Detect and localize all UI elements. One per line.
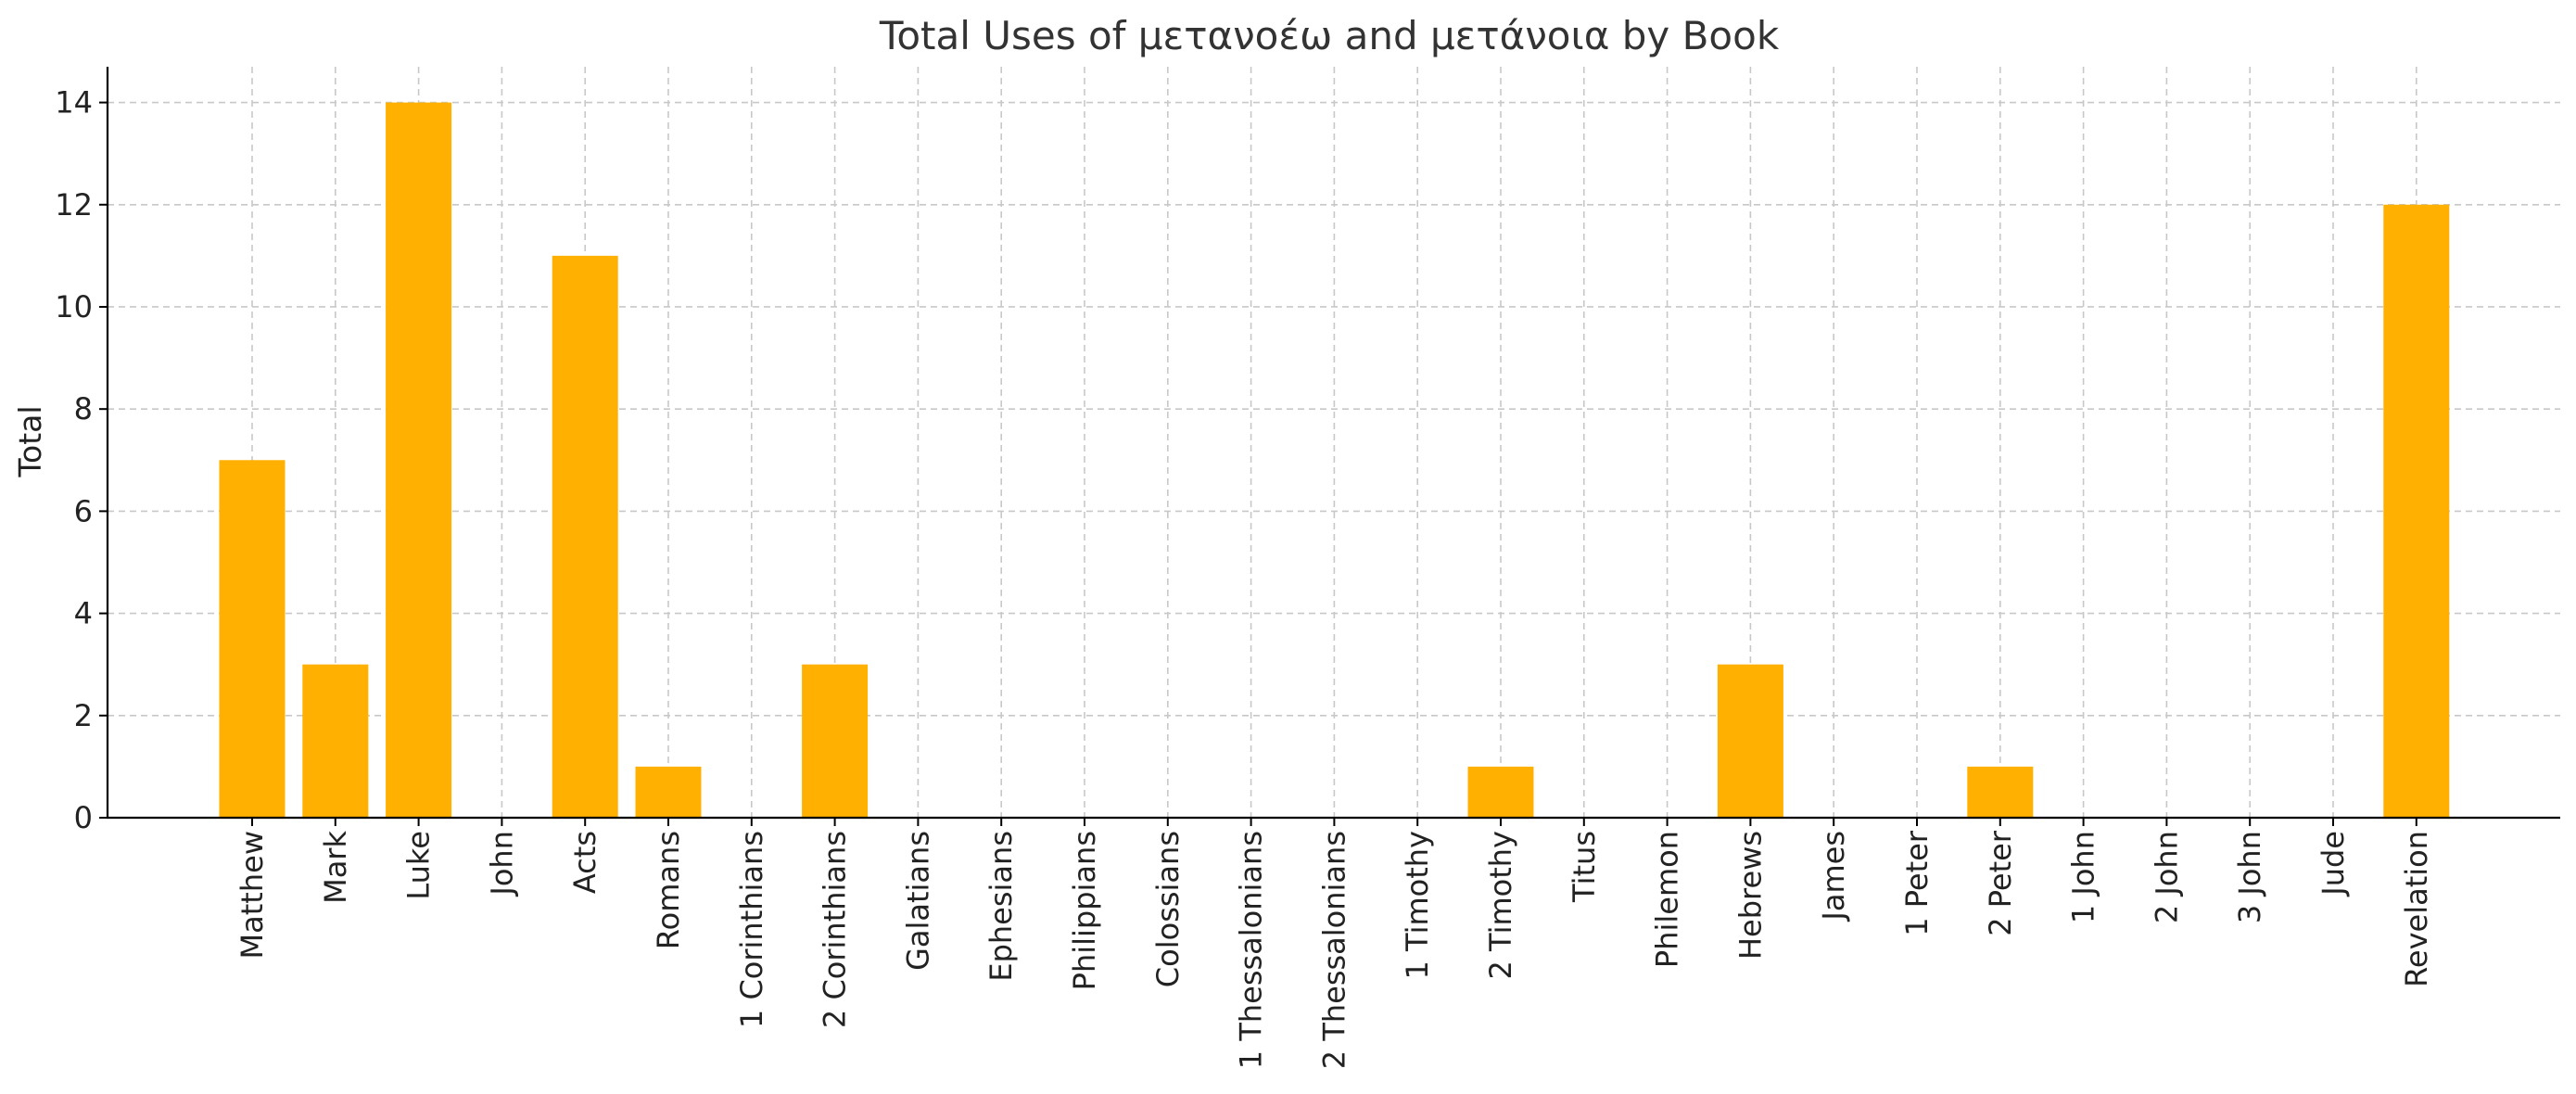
y-tick-label: 14 [55, 85, 93, 121]
x-tick-label: Mark [318, 831, 353, 904]
grid-lines [108, 67, 2560, 818]
y-tick-label: 0 [74, 800, 93, 835]
bar-2-timothy [1467, 766, 1534, 818]
bar-luke [386, 102, 452, 819]
y-axis-label: Total [12, 405, 48, 477]
x-tick-label: Philemon [1650, 831, 1685, 968]
y-tick-label: 12 [55, 187, 93, 223]
x-tick-label: 1 Corinthians [734, 831, 769, 1028]
x-tick-label: 2 John [2149, 831, 2184, 923]
bars [219, 102, 2450, 819]
x-tick-label: 1 Thessalonians [1234, 831, 1269, 1069]
bar-hebrews [1717, 664, 1783, 818]
x-tick-label: Philippians [1067, 831, 1102, 990]
x-tick-label: Revelation [2399, 831, 2434, 987]
x-tick-label: Jude [2316, 831, 2351, 897]
axes [106, 67, 2560, 820]
x-tick-label: 1 Peter [1899, 830, 1935, 936]
x-ticks: Matthew Mark Luke John Acts Romans 1 Corinthia… [235, 818, 2434, 1069]
x-tick-label: Galatians [900, 831, 935, 971]
y-tick-label: 4 [74, 596, 93, 631]
x-tick-label: 2 Timothy [1483, 831, 1518, 980]
y-tick-label: 6 [74, 493, 93, 528]
x-tick-label: Romans [651, 831, 686, 949]
x-tick-label: Ephesians [983, 831, 1019, 982]
x-tick-label: Titus [1567, 831, 1602, 903]
bar-acts [552, 255, 618, 818]
x-tick-label: Acts [567, 831, 603, 894]
x-tick-label: 2 Thessalonians [1316, 831, 1351, 1069]
x-tick-label: 3 John [2232, 831, 2267, 923]
y-ticks: 0 2 4 6 8 10 12 14 [55, 85, 108, 835]
x-tick-label: 2 Peter [1983, 830, 2018, 936]
bar-matthew [219, 460, 286, 818]
y-tick-label: 8 [74, 391, 93, 426]
bar-romans [635, 766, 702, 818]
bar-revelation [2383, 204, 2450, 818]
x-tick-label: Luke [401, 831, 437, 900]
y-tick-label: 2 [74, 698, 93, 733]
bar-mark [302, 664, 369, 818]
x-tick-label: Colossians [1150, 831, 1186, 987]
x-tick-label: Matthew [235, 831, 270, 959]
bar-2-corinthians [802, 664, 869, 818]
x-tick-label: Hebrews [1732, 831, 1768, 960]
x-tick-label: 1 John [2066, 831, 2101, 923]
chart-title: Total Uses of μετανοέω and μετάνοια by B… [879, 13, 1780, 58]
x-tick-label: 2 Corinthians [818, 831, 853, 1028]
y-tick-label: 10 [55, 289, 93, 324]
x-tick-label: 1 Timothy [1400, 831, 1435, 980]
x-tick-label: John [484, 831, 519, 897]
bar-2-peter [1967, 766, 2034, 818]
x-tick-label: James [1816, 831, 1851, 922]
